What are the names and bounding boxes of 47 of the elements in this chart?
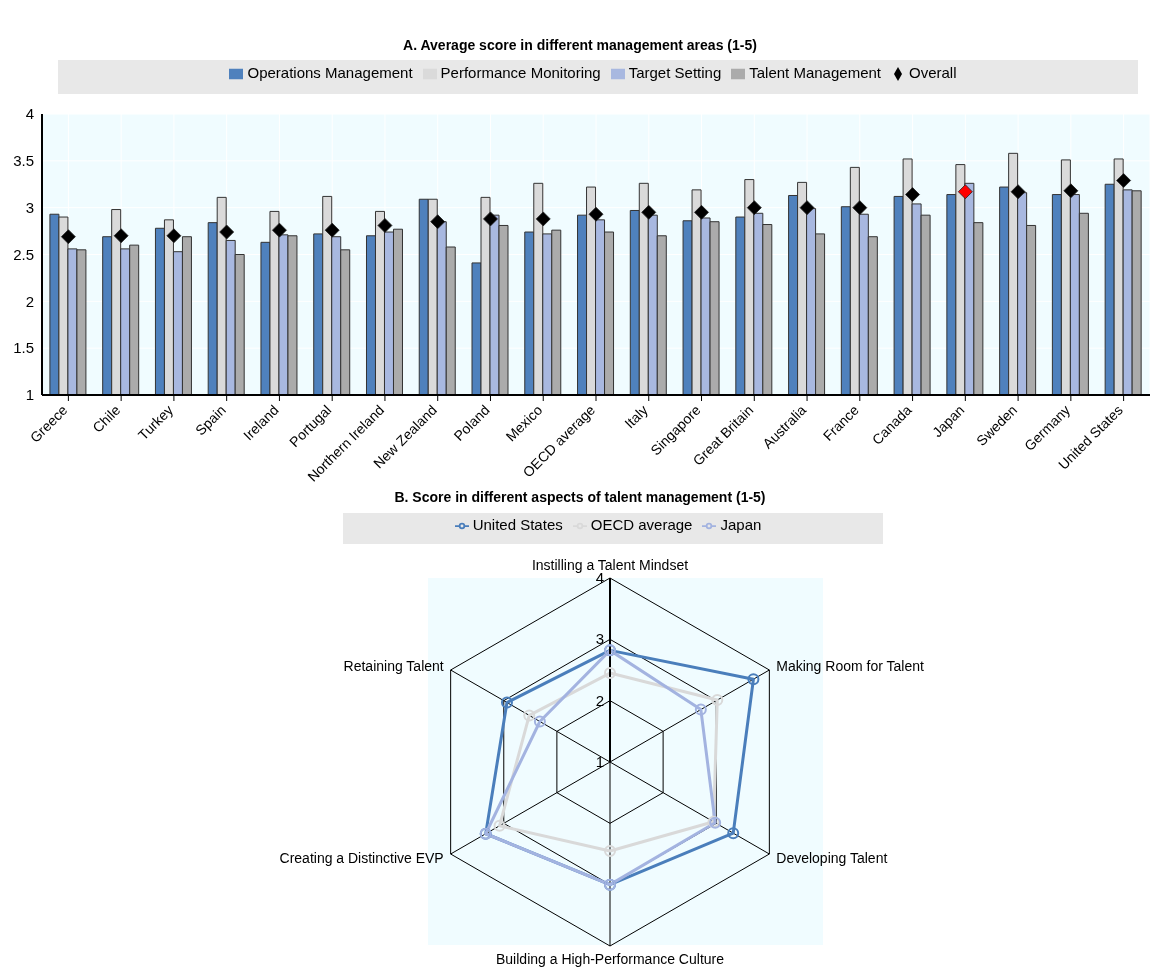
point [166, 228, 182, 244]
y-tick-label: 3.5 [13, 152, 34, 170]
point [113, 228, 129, 244]
point [957, 184, 973, 200]
y-tick-label: 1 [25, 386, 34, 404]
y-tick-label: 2 [595, 691, 604, 709]
point [1116, 173, 1132, 188]
point [430, 214, 446, 230]
spoke-label: Building a High-Performance Culture [496, 950, 725, 967]
legend-label: Performance Monitoring [440, 64, 601, 81]
point [694, 204, 709, 220]
x-tick-label: Italy [621, 401, 651, 432]
point [1010, 184, 1026, 200]
y-tick-label: 1.5 [13, 339, 34, 357]
point [219, 224, 235, 240]
spoke-label: Making Room for Talent [776, 657, 924, 674]
point [272, 222, 287, 238]
point [1063, 183, 1079, 199]
point [746, 200, 762, 216]
point [641, 204, 657, 220]
spoke-label: Developing Talent [776, 849, 888, 866]
legend-label: OECD average [590, 516, 693, 533]
y-tick-label: 3 [595, 630, 604, 648]
point [483, 211, 498, 227]
y-tick-label: 1 [595, 753, 604, 770]
point [588, 206, 604, 222]
point [324, 222, 340, 238]
legend-label: Japan [720, 516, 762, 533]
legend-label: Overall [908, 64, 957, 81]
y-tick-label: 3 [25, 198, 34, 216]
point [60, 229, 76, 245]
point [852, 200, 868, 216]
point [535, 211, 551, 227]
spoke-label: Retaining Talent [343, 657, 444, 674]
legend-label: Talent Management [749, 64, 881, 81]
legend-label: United States [472, 516, 563, 533]
point [799, 200, 815, 216]
legend-label: Operations Management [247, 64, 413, 81]
chart-title: B. Score in different aspects of talent management (1-5) [393, 488, 767, 507]
point [377, 218, 393, 233]
legend-label: Target Setting [628, 64, 722, 81]
point [905, 187, 920, 202]
y-tick-label: 2 [25, 292, 34, 310]
y-tick-label: 2.5 [13, 245, 34, 263]
chart-title: A. Average score in different management areas (1-5) [402, 36, 758, 55]
y-tick-label: 4 [25, 105, 34, 123]
spoke-label: Creating a Distinctive EVP [279, 849, 444, 866]
